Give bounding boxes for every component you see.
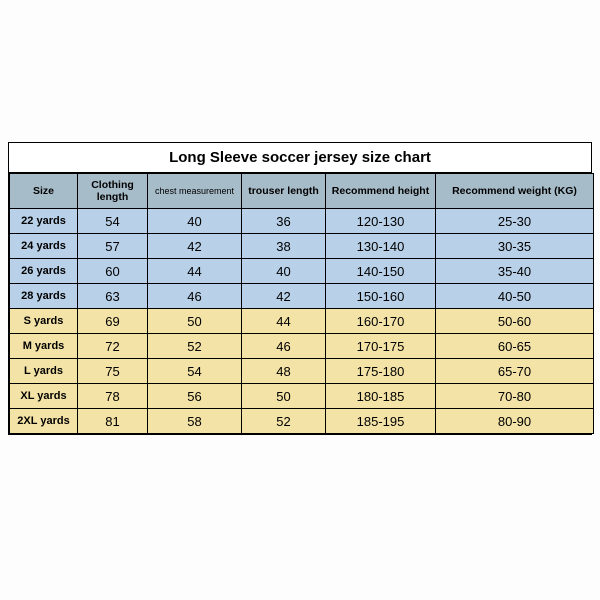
cell: 170-175 (326, 334, 436, 359)
cell: 40-50 (436, 284, 594, 309)
cell: 180-185 (326, 384, 436, 409)
cell: 81 (78, 409, 148, 434)
table-row: 28 yards634642150-16040-50 (10, 284, 594, 309)
cell: 44 (148, 259, 242, 284)
size-label: S yards (10, 309, 78, 334)
col-size: Size (10, 174, 78, 209)
cell: 60-65 (436, 334, 594, 359)
cell: 130-140 (326, 234, 436, 259)
cell: 30-35 (436, 234, 594, 259)
cell: 50 (242, 384, 326, 409)
table-row: M yards725246170-17560-65 (10, 334, 594, 359)
col-trouser: trouser length (242, 174, 326, 209)
size-label: M yards (10, 334, 78, 359)
size-label: 22 yards (10, 209, 78, 234)
size-label: XL yards (10, 384, 78, 409)
cell: 70-80 (436, 384, 594, 409)
size-label: 26 yards (10, 259, 78, 284)
size-chart: Long Sleeve soccer jersey size chart Siz… (8, 142, 592, 435)
table-body: 22 yards544036120-13025-3024 yards574238… (10, 209, 594, 434)
col-chest: chest measurement (148, 174, 242, 209)
col-clothing-length: Clothing length (78, 174, 148, 209)
cell: 185-195 (326, 409, 436, 434)
cell: 52 (148, 334, 242, 359)
cell: 72 (78, 334, 148, 359)
table-row: L yards755448175-18065-70 (10, 359, 594, 384)
cell: 58 (148, 409, 242, 434)
chart-title: Long Sleeve soccer jersey size chart (9, 143, 591, 173)
cell: 65-70 (436, 359, 594, 384)
size-label: L yards (10, 359, 78, 384)
table-row: 22 yards544036120-13025-30 (10, 209, 594, 234)
size-label: 28 yards (10, 284, 78, 309)
cell: 42 (242, 284, 326, 309)
cell: 46 (148, 284, 242, 309)
table-row: S yards695044160-17050-60 (10, 309, 594, 334)
cell: 48 (242, 359, 326, 384)
cell: 46 (242, 334, 326, 359)
cell: 40 (148, 209, 242, 234)
cell: 52 (242, 409, 326, 434)
cell: 69 (78, 309, 148, 334)
cell: 160-170 (326, 309, 436, 334)
cell: 54 (78, 209, 148, 234)
cell: 38 (242, 234, 326, 259)
cell: 36 (242, 209, 326, 234)
cell: 78 (78, 384, 148, 409)
col-height: Recommend height (326, 174, 436, 209)
cell: 40 (242, 259, 326, 284)
cell: 54 (148, 359, 242, 384)
cell: 63 (78, 284, 148, 309)
cell: 140-150 (326, 259, 436, 284)
cell: 80-90 (436, 409, 594, 434)
cell: 60 (78, 259, 148, 284)
cell: 120-130 (326, 209, 436, 234)
cell: 56 (148, 384, 242, 409)
cell: 175-180 (326, 359, 436, 384)
table-row: 2XL yards815852185-19580-90 (10, 409, 594, 434)
table-row: 24 yards574238130-14030-35 (10, 234, 594, 259)
cell: 44 (242, 309, 326, 334)
cell: 150-160 (326, 284, 436, 309)
header-row: Size Clothing length chest measurement t… (10, 174, 594, 209)
cell: 50-60 (436, 309, 594, 334)
cell: 57 (78, 234, 148, 259)
size-label: 24 yards (10, 234, 78, 259)
cell: 25-30 (436, 209, 594, 234)
cell: 50 (148, 309, 242, 334)
table-row: 26 yards604440140-15035-40 (10, 259, 594, 284)
cell: 35-40 (436, 259, 594, 284)
col-weight: Recommend weight (KG) (436, 174, 594, 209)
size-table: Size Clothing length chest measurement t… (9, 173, 594, 434)
table-row: XL yards785650180-18570-80 (10, 384, 594, 409)
size-label: 2XL yards (10, 409, 78, 434)
cell: 75 (78, 359, 148, 384)
cell: 42 (148, 234, 242, 259)
